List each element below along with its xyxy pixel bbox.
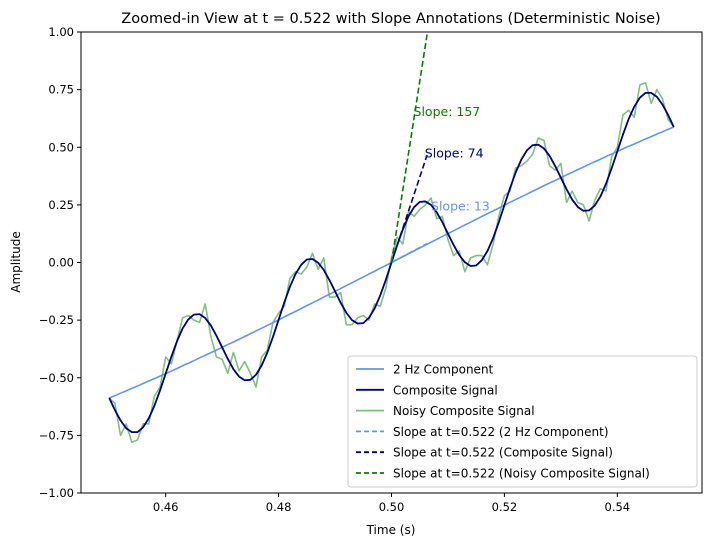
legend-entry-label: Composite Signal — [393, 383, 498, 397]
slope-label-13: Slope: 13 — [431, 199, 490, 214]
series-layer — [108, 34, 675, 444]
slope-label-157: Slope: 157 — [414, 104, 481, 119]
y-tick-label: −0.50 — [39, 371, 74, 385]
y-tick-label: 0.75 — [48, 83, 74, 97]
y-tick-label: 0.50 — [48, 140, 74, 154]
legend-entry-label: Noisy Composite Signal — [393, 404, 535, 418]
legend-entry-label: Slope at t=0.522 (Noisy Composite Signal… — [393, 467, 650, 481]
x-axis-label: Time (s) — [366, 523, 416, 537]
y-tick-label: 0.25 — [48, 198, 74, 212]
x-tick-label: 0.52 — [492, 500, 518, 514]
slope-label-74: Slope: 74 — [425, 146, 484, 161]
chart-title: Zoomed-in View at t = 0.522 with Slope A… — [121, 11, 660, 27]
tangent-line-157 — [390, 34, 428, 263]
y-tick-label: −0.25 — [39, 313, 74, 327]
legend-box — [347, 355, 698, 488]
legend-entry-label: Slope at t=0.522 (Composite Signal) — [393, 446, 613, 460]
x-tick-label: 0.48 — [266, 500, 292, 514]
x-tick-label: 0.50 — [379, 500, 405, 514]
legend-entry-label: 2 Hz Component — [393, 363, 494, 377]
plot-frame — [80, 31, 703, 494]
legend: 2 Hz Component Composite Signal Noisy Comp… — [347, 355, 698, 488]
y-tick-label: −1.00 — [39, 486, 74, 500]
tangent-line-13 — [391, 242, 428, 264]
y-axis-label: Amplitude — [9, 231, 23, 293]
y-tick-label: 0.00 — [48, 256, 74, 270]
x-tick-label: 0.54 — [605, 500, 631, 514]
y-tick-label: 1.00 — [48, 25, 74, 39]
x-tick-label: 0.46 — [153, 500, 179, 514]
axis-ticks: 0.46 0.48 0.50 0.52 0.54 1.00 0.75 0.50 0.25 0.00… — [39, 25, 630, 514]
slope-annotations: Slope: 13 Slope: 74 Slope: 157 — [414, 104, 490, 214]
legend-entry-label: Slope at t=0.522 (2 Hz Component) — [393, 425, 609, 439]
y-tick-label: −0.75 — [39, 428, 74, 442]
tangent-line-74 — [390, 154, 428, 263]
